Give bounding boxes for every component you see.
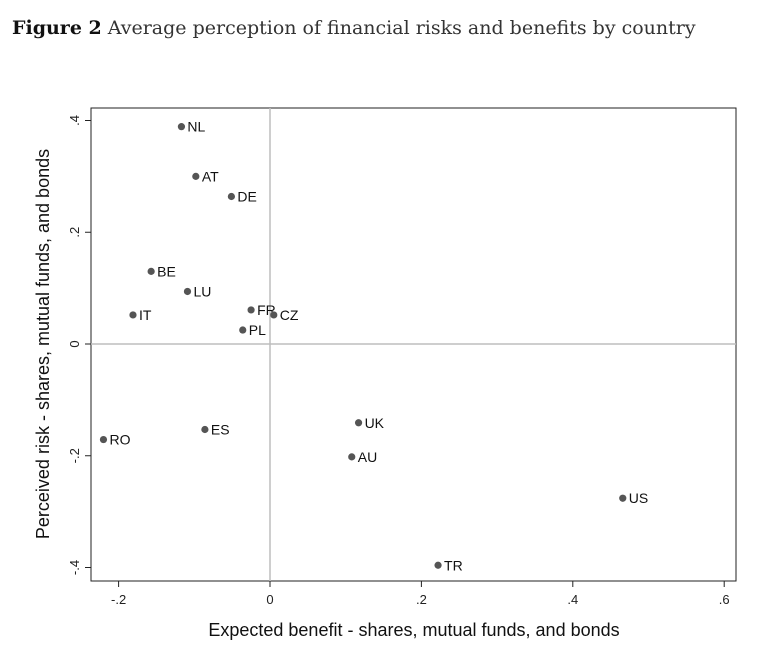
x-tick-label: .6 <box>719 592 730 607</box>
figure-caption: Average perception of financial risks an… <box>107 17 696 39</box>
point-uk <box>354 419 363 427</box>
point-label-ro: RO <box>109 432 130 448</box>
y-axis: -.4 -.2 0 .2 .4 <box>67 115 91 575</box>
point-be <box>147 267 155 275</box>
reference-lines <box>91 108 736 581</box>
point-de <box>227 192 235 201</box>
point-it <box>129 311 137 319</box>
y-tick-label: 0 <box>67 340 82 347</box>
point-ro <box>99 435 108 444</box>
point-label-cz: CZ <box>280 307 299 323</box>
point-us <box>619 494 627 502</box>
x-tick-label: .4 <box>567 592 578 607</box>
y-tick-label: -.2 <box>67 448 82 463</box>
point-label-be: BE <box>157 263 176 279</box>
point-lu <box>183 287 192 296</box>
x-axis-title: Expected benefit - shares, mutual funds,… <box>208 620 619 640</box>
x-tick-label: 0 <box>266 592 273 607</box>
y-axis-title: Perceived risk - shares, mutual funds, a… <box>33 149 53 539</box>
point-label-uk: UK <box>365 415 385 431</box>
figure-number: Figure 2 <box>12 17 102 39</box>
point-cz <box>270 311 278 319</box>
point-label-es: ES <box>211 421 230 437</box>
point-label-au: AU <box>358 449 377 465</box>
point-tr <box>434 561 442 569</box>
y-tick-label: -.4 <box>67 560 82 575</box>
point-nl <box>177 123 186 131</box>
point-label-at: AT <box>202 168 219 184</box>
x-axis: -.2 0 .2 .4 .6 <box>111 581 730 607</box>
point-pl <box>239 326 247 334</box>
point-fr <box>247 306 255 314</box>
y-tick-label: .4 <box>67 115 82 126</box>
point-es <box>201 425 209 434</box>
point-label-us: US <box>629 490 648 506</box>
x-tick-label: .2 <box>416 592 427 607</box>
x-tick-label: -.2 <box>111 592 126 607</box>
point-label-pl: PL <box>249 322 266 338</box>
point-label-tr: TR <box>444 557 463 573</box>
point-label-nl: NL <box>187 119 205 135</box>
point-au <box>348 453 356 461</box>
point-label-it: IT <box>139 307 152 323</box>
figure-title: Figure 2 Average perception of financial… <box>12 17 696 39</box>
point-label-de: DE <box>237 188 256 204</box>
point-label-lu: LU <box>193 283 211 299</box>
point-at <box>192 172 200 180</box>
y-tick-label: .2 <box>67 227 82 238</box>
